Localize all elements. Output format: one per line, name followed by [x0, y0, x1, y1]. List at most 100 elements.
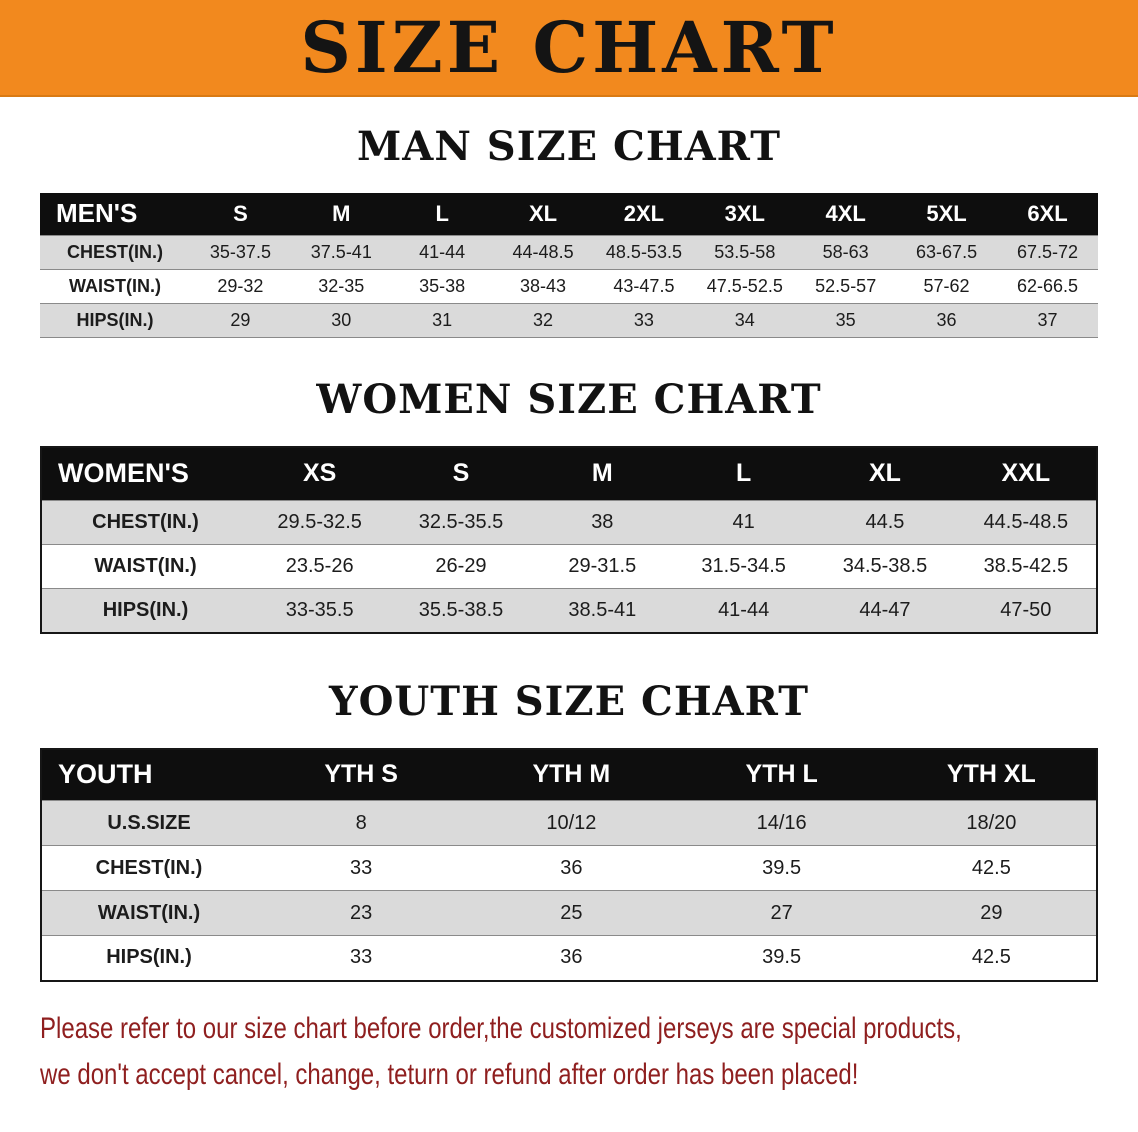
size-value: 26-29	[390, 544, 532, 589]
size-value: 41-44	[391, 234, 493, 270]
size-value: 33-35.5	[249, 588, 391, 633]
size-column-header: M	[531, 446, 673, 501]
size-value: 47.5-52.5	[694, 268, 796, 304]
row-label: WAIST(IN.)	[41, 544, 249, 589]
size-value: 32	[492, 302, 594, 338]
size-value: 27	[676, 890, 887, 936]
banner-title: SIZE CHART	[300, 5, 838, 89]
table-row: CHEST(IN.) 33 36 39.5 42.5	[41, 845, 1097, 891]
size-value: 62-66.5	[997, 268, 1098, 304]
table-row: WAIST(IN.) 23 25 27 29	[41, 890, 1097, 936]
row-label: HIPS(IN.)	[41, 935, 256, 981]
size-value: 52.5-57	[795, 268, 897, 304]
size-column-header: L	[672, 446, 815, 501]
row-label: HIPS(IN.)	[41, 588, 249, 633]
row-label: HIPS(IN.)	[40, 302, 190, 338]
size-column-header: 5XL	[896, 193, 997, 235]
size-value: 44.5	[814, 500, 956, 545]
size-value: 43-47.5	[593, 268, 695, 304]
size-value: 36	[896, 302, 997, 338]
size-value: 58-63	[795, 234, 897, 270]
size-value: 39.5	[676, 935, 887, 981]
size-column-header: 3XL	[694, 193, 796, 235]
size-value: 38.5-42.5	[955, 544, 1097, 589]
table-corner-label: YOUTH	[41, 748, 256, 801]
table-row: HIPS(IN.) 33-35.5 35.5-38.5 38.5-41 41-44 44-…	[41, 588, 1097, 633]
size-value: 35-38	[391, 268, 493, 304]
youth-section-title: YOUTH SIZE CHART	[329, 677, 809, 725]
size-value: 8	[256, 800, 467, 846]
size-chart-banner: SIZE CHART	[0, 0, 1138, 97]
size-column-header: YTH L	[676, 748, 887, 801]
size-value: 31.5-34.5	[672, 544, 815, 589]
size-value: 39.5	[676, 845, 887, 891]
table-row: HIPS(IN.) 33 36 39.5 42.5	[41, 935, 1097, 981]
size-column-header: XS	[249, 446, 391, 501]
size-value: 18/20	[886, 800, 1097, 846]
size-value: 33	[256, 845, 467, 891]
youth-size-table: YOUTH YTH S YTH M YTH L YTH XL U.S.SIZE 8 10/12…	[40, 747, 1098, 982]
size-value: 53.5-58	[694, 234, 796, 270]
size-value: 47-50	[955, 588, 1097, 633]
table-row: WAIST(IN.) 29-32 32-35 35-38 38-43 43-47.5 47.…	[40, 268, 1098, 304]
size-value: 32.5-35.5	[390, 500, 532, 545]
size-value: 67.5-72	[997, 234, 1098, 270]
size-column-header: 6XL	[997, 193, 1098, 235]
size-value: 29-32	[190, 268, 291, 304]
size-column-header: XXL	[955, 446, 1097, 501]
table-header-row: YOUTH YTH S YTH M YTH L YTH XL	[41, 748, 1097, 801]
size-value: 25	[466, 890, 677, 936]
table-header-row: WOMEN'S XS S M L XL XXL	[41, 446, 1097, 501]
size-value: 32-35	[290, 268, 392, 304]
table-row: U.S.SIZE 8 10/12 14/16 18/20	[41, 800, 1097, 846]
size-column-header: 2XL	[593, 193, 695, 235]
size-value: 23.5-26	[249, 544, 391, 589]
disclaimer-note: Please refer to our size chart before or…	[40, 1006, 1138, 1099]
disclaimer-line-2: we don't accept cancel, change, teturn o…	[40, 1058, 859, 1091]
size-value: 44.5-48.5	[955, 500, 1097, 545]
size-value: 31	[391, 302, 493, 338]
men-section-title: MAN SIZE CHART	[357, 123, 781, 170]
size-value: 33	[593, 302, 695, 338]
table-corner-label: MEN'S	[40, 193, 190, 235]
row-label: WAIST(IN.)	[41, 890, 256, 936]
size-value: 33	[256, 935, 467, 981]
size-value: 63-67.5	[896, 234, 997, 270]
size-column-header: L	[391, 193, 493, 235]
size-column-header: YTH M	[466, 748, 677, 801]
size-column-header: S	[190, 193, 291, 235]
size-value: 48.5-53.5	[593, 234, 695, 270]
size-value: 35-37.5	[190, 234, 291, 270]
size-value: 37	[997, 302, 1098, 338]
table-row: HIPS(IN.) 29 30 31 32 33 34 35 36 37	[40, 302, 1098, 338]
size-value: 37.5-41	[290, 234, 392, 270]
size-column-header: XL	[492, 193, 594, 235]
women-section-title: WOMEN SIZE CHART	[316, 375, 822, 423]
size-value: 41-44	[672, 588, 815, 633]
size-value: 38	[531, 500, 673, 545]
size-column-header: M	[290, 193, 392, 235]
size-value: 44-48.5	[492, 234, 594, 270]
row-label: U.S.SIZE	[41, 800, 256, 846]
size-value: 36	[466, 845, 677, 891]
size-value: 36	[466, 935, 677, 981]
row-label: CHEST(IN.)	[41, 500, 249, 545]
size-value: 29	[190, 302, 291, 338]
size-value: 44-47	[814, 588, 956, 633]
size-value: 29-31.5	[531, 544, 673, 589]
size-column-header: YTH XL	[886, 748, 1097, 801]
size-value: 34.5-38.5	[814, 544, 956, 589]
size-value: 42.5	[886, 935, 1097, 981]
table-row: CHEST(IN.) 35-37.5 37.5-41 41-44 44-48.5 48.5…	[40, 234, 1098, 270]
size-value: 41	[672, 500, 815, 545]
size-value: 10/12	[466, 800, 677, 846]
table-row: CHEST(IN.) 29.5-32.5 32.5-35.5 38 41 44.5 44.5…	[41, 500, 1097, 545]
row-label: CHEST(IN.)	[41, 845, 256, 891]
size-column-header: YTH S	[256, 748, 467, 801]
size-value: 29.5-32.5	[249, 500, 391, 545]
size-value: 35.5-38.5	[390, 588, 532, 633]
size-value: 14/16	[676, 800, 887, 846]
row-label: WAIST(IN.)	[40, 268, 190, 304]
size-value: 38.5-41	[531, 588, 673, 633]
table-corner-label: WOMEN'S	[41, 446, 249, 501]
